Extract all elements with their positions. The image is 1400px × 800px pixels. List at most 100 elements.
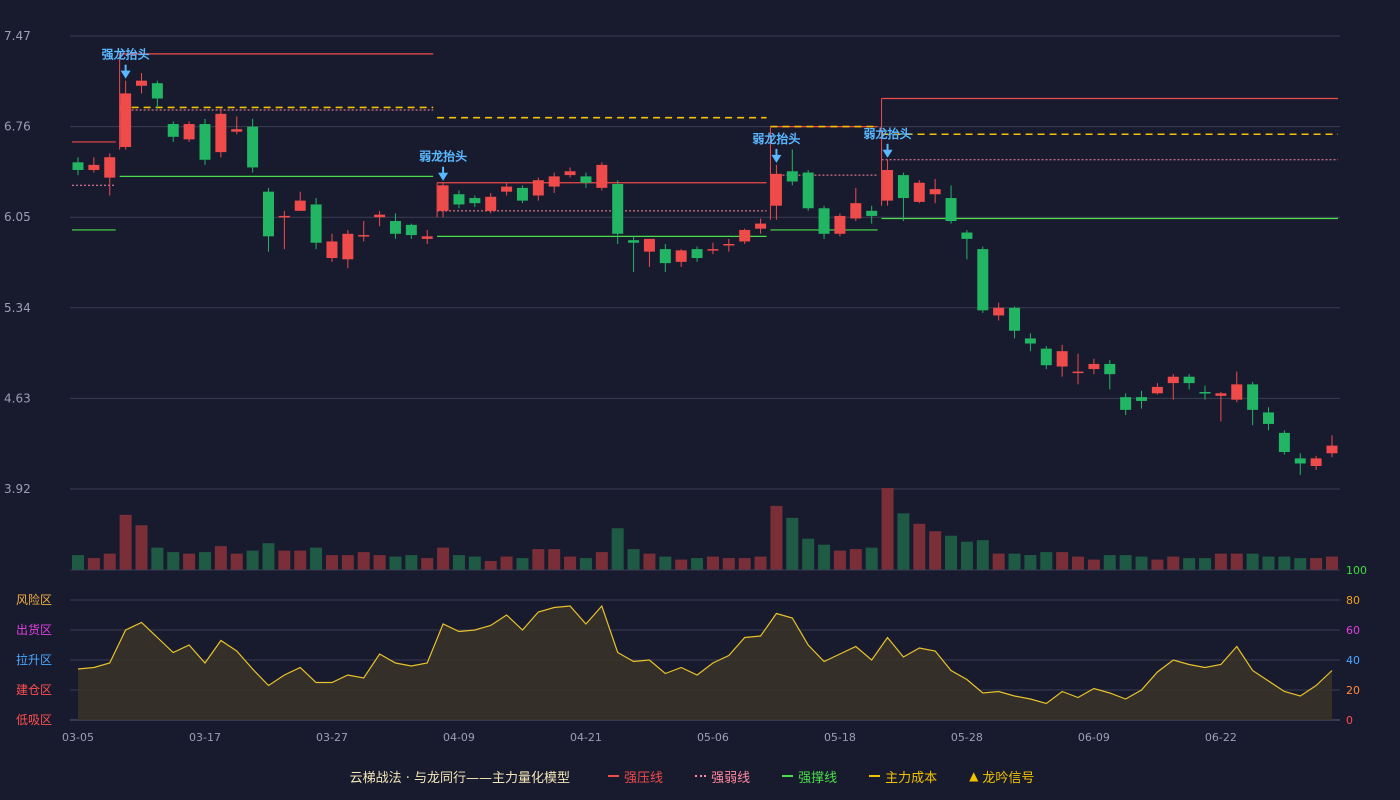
volume-bar [976,540,989,570]
osc-area [78,606,1332,720]
candle-body [1263,412,1275,424]
candle-body [374,214,386,218]
candle-body [183,124,195,140]
candle-body [961,232,973,239]
x-tick-label: 04-21 [570,731,602,744]
volume-bar [754,556,767,570]
volume-bar [1040,552,1053,570]
candle-body [231,129,243,132]
volume-bar [611,528,624,570]
volume-bar [897,513,910,570]
volume-bar [881,488,894,570]
candle-body [421,236,433,239]
volume-bar [278,550,291,570]
volume-bar [167,552,180,570]
candle-body [516,187,528,201]
x-tick-label: 06-09 [1078,731,1110,744]
volume-bar [484,561,497,570]
candle-body [1215,393,1227,396]
volume-bar [548,549,561,570]
candle-body [294,200,306,211]
volume-bar [659,556,672,570]
arrow-down-icon [771,154,782,163]
candle-body [1310,458,1322,467]
volume-bar [1056,552,1069,570]
volume-bar [1214,553,1227,570]
candle-body [580,176,592,183]
volume-bar [389,556,402,570]
volume-bar [72,555,84,570]
volume-bar [230,553,243,570]
candle-body [834,215,846,234]
volume-bar [1230,553,1243,570]
candle-body [1009,307,1021,331]
signal-label: 强龙抬头 [102,47,150,62]
volume-bar [516,558,529,570]
volume-bar [945,535,958,570]
osc-tick-label: 100 [1346,564,1367,577]
price-tick-label: 6.76 [4,120,31,134]
osc-tick-label: 60 [1346,624,1360,637]
candle-body [167,124,179,137]
volume-bar [1326,556,1338,570]
candle-body [786,171,798,182]
candle-body [485,196,497,211]
candle-body [628,240,640,243]
volume-bar [770,505,783,570]
candle-body [358,235,370,237]
candle-body [1199,392,1211,394]
candle-body [977,249,989,311]
volume-bar [929,531,942,570]
volume-bar [818,544,831,570]
candle-body [532,180,544,196]
candle-body [215,113,227,153]
candle-body [596,164,608,188]
candle-body [453,194,465,205]
candle-body [612,184,624,234]
volume-bar [325,555,338,570]
x-tick-label: 03-27 [316,731,348,744]
price-tick-label: 7.47 [4,29,31,43]
price-axis: 7.47 6.76 6.05 5.34 4.63 3.92 [4,29,31,496]
candle-body [151,83,163,99]
candle-body [1072,371,1084,374]
candle-body [405,224,417,236]
candle-body [1183,376,1195,384]
legend-label-signal: 龙吟信号 [982,770,1035,786]
volume-bar [1278,556,1291,570]
candle-body [278,215,290,218]
candle-body [564,171,576,176]
candle-body [755,223,767,229]
volume-bar [357,552,370,570]
volume-bar [1246,553,1259,570]
candle-body [913,182,925,202]
candle-body [548,176,560,187]
volume-bar [405,555,418,570]
volume-bar [786,517,799,570]
volume-bar [87,558,100,570]
volume-bar [992,553,1005,570]
volume-bar [802,538,815,570]
volume-bar [119,514,132,570]
candle-body [723,243,735,246]
candle-body [1088,363,1100,370]
volume-bar [373,555,386,570]
candle-body [929,189,941,195]
candle-body [1231,384,1243,400]
volume-bar [500,556,513,570]
legend-item-weak: 强弱线 [695,767,750,786]
signal-label: 弱龙抬头 [864,126,912,141]
candle-body [882,169,894,201]
candle-body [945,198,957,222]
candle-body [1247,384,1259,410]
candle-body [897,175,909,199]
candle-body [818,208,830,234]
candle-body [247,126,259,168]
legend-label-weak: 强弱线 [711,770,751,786]
volume-bar [135,525,148,570]
legend-swatch-weak [695,775,707,777]
volume-bar [1310,558,1323,570]
candle-body [72,162,84,170]
